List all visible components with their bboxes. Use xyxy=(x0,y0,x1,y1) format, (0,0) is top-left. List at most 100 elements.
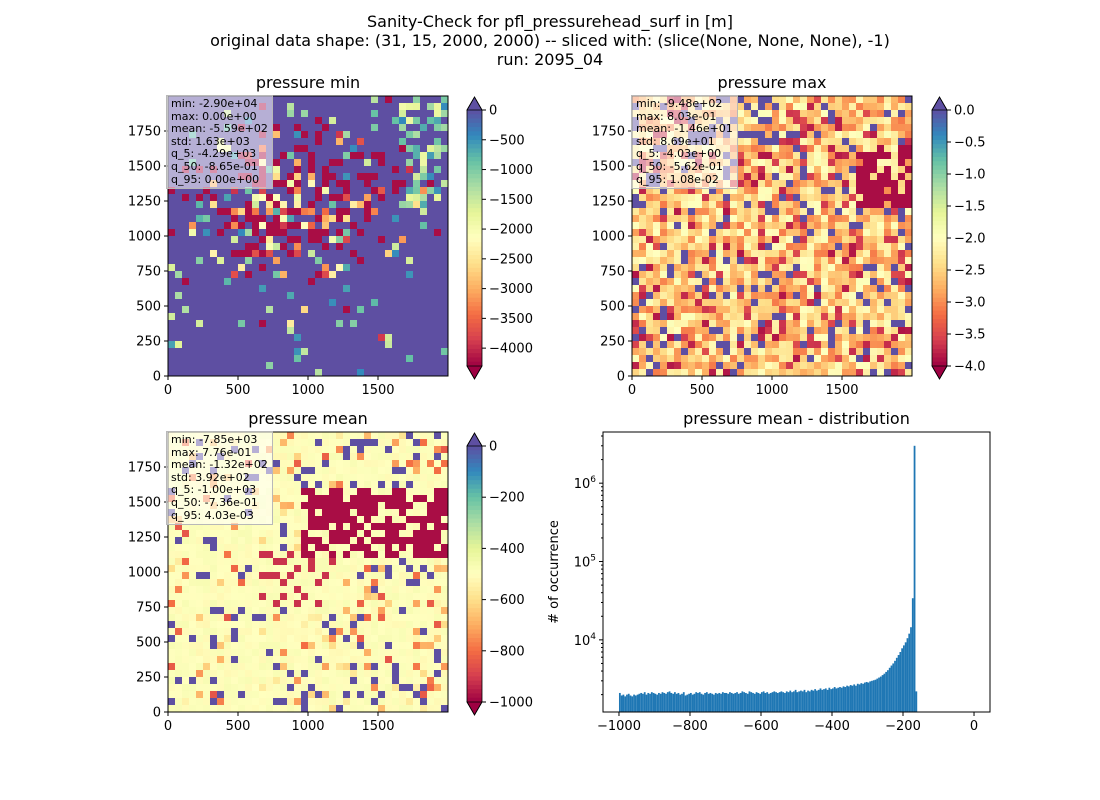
heatmap-cell xyxy=(287,131,294,138)
heatmap-cell xyxy=(427,131,434,138)
heatmap-cell xyxy=(231,544,238,551)
heatmap-cell xyxy=(385,698,392,705)
y-tick-label: 0 xyxy=(617,370,625,385)
heatmap-cell xyxy=(392,250,399,257)
heatmap-cell xyxy=(856,103,863,110)
heatmap-cell xyxy=(695,229,702,236)
figure-title-line3: run: 2095_04 xyxy=(496,50,604,69)
heatmap-cell xyxy=(217,600,224,607)
heatmap-cell xyxy=(441,159,448,166)
x-tick-label: 500 xyxy=(690,383,715,398)
heatmap-cell xyxy=(646,194,653,201)
colorbar-segment xyxy=(932,139,947,145)
heatmap-cell xyxy=(385,544,392,551)
heatmap-cell xyxy=(273,138,280,145)
heatmap-cell xyxy=(723,229,730,236)
heatmap-cell xyxy=(709,327,716,334)
heatmap-cell xyxy=(385,467,392,474)
heatmap-cell xyxy=(385,656,392,663)
heatmap-cell xyxy=(786,187,793,194)
heatmap-cell xyxy=(856,166,863,173)
heatmap-cell xyxy=(329,180,336,187)
heatmap-cell xyxy=(175,523,182,530)
heatmap-cell xyxy=(709,264,716,271)
heatmap-cell xyxy=(835,229,842,236)
heatmap-cell xyxy=(308,285,315,292)
heatmap-cell xyxy=(336,607,343,614)
heatmap-cell xyxy=(385,348,392,355)
colorbar-tick-label: −2500 xyxy=(489,252,533,267)
heatmap-cell xyxy=(224,593,231,600)
heatmap-cell xyxy=(639,264,646,271)
heatmap-cell xyxy=(378,208,385,215)
colorbar-segment xyxy=(932,186,947,192)
heatmap-cell xyxy=(765,103,772,110)
heatmap-cell xyxy=(406,663,413,670)
heatmap-cell xyxy=(856,180,863,187)
heatmap-cell xyxy=(441,264,448,271)
heatmap-cell xyxy=(336,201,343,208)
heatmap-cell xyxy=(322,355,329,362)
heatmap-cell xyxy=(434,439,441,446)
y-tick-label: 250 xyxy=(600,335,625,350)
heatmap-cell xyxy=(828,222,835,229)
heatmap-cell xyxy=(730,362,737,369)
colorbar-segment xyxy=(932,174,947,179)
heatmap-cell xyxy=(709,243,716,250)
heatmap-cell xyxy=(856,222,863,229)
heatmap-cell xyxy=(287,229,294,236)
heatmap-cell xyxy=(343,565,350,572)
heatmap-cell xyxy=(189,292,196,299)
heatmap-cell xyxy=(772,124,779,131)
heatmap-cell xyxy=(660,250,667,257)
heatmap-cell xyxy=(399,180,406,187)
heatmap-cell xyxy=(196,677,203,684)
heatmap-cell xyxy=(203,222,210,229)
heatmap-cell xyxy=(702,334,709,341)
heatmap-cell xyxy=(266,215,273,222)
heatmap-cell xyxy=(814,306,821,313)
heatmap-cell xyxy=(441,131,448,138)
heatmap-cell xyxy=(399,257,406,264)
heatmap-cell xyxy=(245,306,252,313)
heatmap-cell xyxy=(653,194,660,201)
heatmap-cell xyxy=(259,621,266,628)
heatmap-cell xyxy=(427,614,434,621)
heatmap-cell xyxy=(653,250,660,257)
heatmap-cell xyxy=(800,271,807,278)
heatmap-cell xyxy=(842,320,849,327)
heatmap-cell xyxy=(877,348,884,355)
heatmap-cell xyxy=(420,530,427,537)
heatmap-cell xyxy=(385,124,392,131)
colorbar-segment xyxy=(467,169,482,175)
heatmap-cell xyxy=(905,236,912,243)
heatmap-cell xyxy=(189,705,196,712)
colorbar-segment xyxy=(932,152,947,158)
heatmap-cell xyxy=(182,670,189,677)
heatmap-cell xyxy=(793,124,800,131)
heatmap-cell xyxy=(434,635,441,642)
heatmap-cell xyxy=(371,607,378,614)
heatmap-cell xyxy=(217,229,224,236)
heatmap-cell xyxy=(371,229,378,236)
heatmap-cell xyxy=(863,124,870,131)
heatmap-cell xyxy=(765,264,772,271)
y-tick-label: 1500 xyxy=(592,160,625,175)
heatmap-cell xyxy=(399,369,406,376)
heatmap-cell xyxy=(294,264,301,271)
heatmap-cell xyxy=(723,334,730,341)
heatmap-cell xyxy=(737,236,744,243)
heatmap-cell xyxy=(821,145,828,152)
heatmap-cell xyxy=(343,509,350,516)
heatmap-cell xyxy=(667,292,674,299)
heatmap-cell xyxy=(709,362,716,369)
heatmap-cell xyxy=(343,222,350,229)
heatmap-cell xyxy=(322,348,329,355)
heatmap-cell xyxy=(730,250,737,257)
heatmap-cell xyxy=(758,320,765,327)
heatmap-cell xyxy=(371,586,378,593)
heatmap-cell xyxy=(695,348,702,355)
heatmap-cell xyxy=(168,229,175,236)
heatmap-cell xyxy=(196,313,203,320)
heatmap-cell xyxy=(238,257,245,264)
